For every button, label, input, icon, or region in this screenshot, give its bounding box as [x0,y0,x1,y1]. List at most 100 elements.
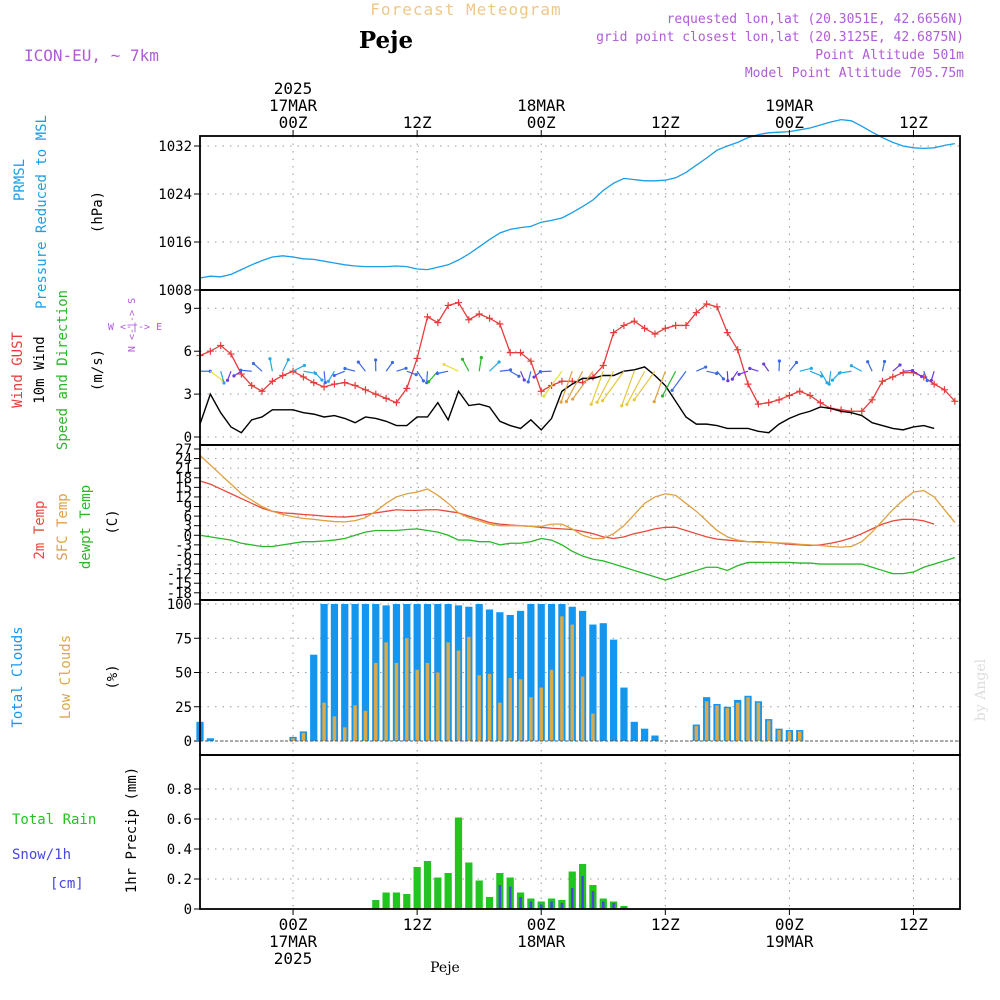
low-cloud-bar [322,702,326,741]
snow-bar [571,888,574,909]
temp2m-series [199,480,935,547]
snow-bar [529,901,533,909]
low-cloud-bar [384,642,388,741]
wind-arrow-head [794,360,799,365]
wind-direction-arrow [282,359,289,372]
rain-bar [444,873,452,909]
gust-marker [951,397,959,405]
low-cloud-bar [746,697,750,741]
wind-arrow-head [532,375,536,379]
wind-direction-arrow [327,370,335,382]
wind-direction-arrow [344,367,356,372]
wind-direction-arrow [788,362,797,372]
wind-direction-arrow [406,370,417,376]
gust-marker [775,396,783,404]
direction-label: Speed and Direction [55,290,71,450]
pressure-series [199,118,955,279]
top-time-label: 12Z [651,113,680,132]
total-cloud-bar [651,735,659,741]
compass-we: W <-|-> E [108,322,162,333]
precip-ytick-label: 0.6 [167,812,192,828]
wind-arrow-head [704,365,708,369]
wind-arrow-head [508,368,513,372]
gust-marker [465,316,473,324]
low-cloud-bar [394,662,399,741]
wind-arrow-head [670,388,674,392]
low-cloud-bar [797,731,802,741]
total-cloud-bar [330,604,339,741]
gust-marker [765,399,773,407]
gust-marker [455,299,463,307]
wind-arrow-head [571,397,575,401]
wind-direction-arrow [443,363,459,372]
wind-arrow-head [414,373,418,377]
wind-direction-arrow [209,370,224,382]
bottom-time-label: 12Z [403,915,432,934]
precip-ytick-label: 0.4 [167,842,192,858]
temp-ytick-label: -3 [175,538,192,554]
wind-arrow-head [910,368,914,373]
prmsl-label: PRMSL [12,159,28,201]
low-cloud-bar [725,708,730,741]
wind-arrow-head [320,378,324,382]
cloud-ytick-label: 50 [175,666,192,682]
low-cloud-bar [291,738,295,741]
pres-frame [199,135,961,291]
temp-ytick-label: 24 [175,452,192,468]
wind-direction-arrow [220,371,225,384]
low-cloud-bar [735,702,740,741]
wind-arrow-head [837,371,841,375]
wind-arrow-head [404,366,408,370]
wind-direction-arrow [478,357,482,372]
total-cloud-bar [609,639,618,741]
gust-marker [258,387,266,395]
wind-label: 10m Wind [32,336,48,403]
wind-arrow-head [652,400,656,404]
temp-ytick-label: 27 [175,442,192,458]
precip-ytick-label: 0.2 [167,872,192,888]
compass-ns: N <-|-> S [127,298,138,352]
gust-marker [423,313,431,321]
pres-ytick-label: 1016 [158,235,192,251]
wind-arrow-head [251,361,256,366]
wind-direction-arrow [706,370,717,375]
precip-labels: Total Rain Snow/1h [cm] 1hr Precip (mm) [12,767,140,893]
wind-direction-arrow [292,364,305,372]
wind-arrow-head [232,374,236,378]
bottom-time-label: 2025 [274,949,313,968]
total-cloud-bar [320,604,328,741]
low-cloud-bar [529,697,533,741]
low-cloud-bar [787,731,792,741]
gust-marker [361,386,369,394]
wind-direction-arrow [671,370,687,391]
wind-arrow-head [730,377,734,381]
top-time-label: 18MAR [517,96,566,115]
wind-direction-arrow [543,370,563,397]
wind-direction-arrow [653,371,666,402]
snow-bar [550,901,553,909]
wind-direction-arrow [240,369,252,372]
cloud-ytick-label: 0 [184,734,192,750]
gust-marker [682,321,690,329]
pres-ytick-label: 1008 [158,283,192,299]
rain-bar [465,862,473,909]
gust-marker [413,354,421,362]
gust-marker [703,300,711,308]
gust-marker [816,399,824,407]
low-cloud-bar [405,638,409,741]
wind-arrow-head [777,359,782,363]
wind-direction-arrow [851,365,863,372]
low-cloud-bar [580,676,585,741]
temp-ytick-label: 9 [184,500,192,516]
bottom-time-label: 18MAR [517,932,566,951]
wind-direction-arrow [626,370,646,405]
precip-unit: 1hr Precip (mm) [124,767,140,893]
gust-label: Wind GUST [10,332,26,408]
total-cloud-bar [516,610,525,741]
cloud-ytick-label: 75 [175,631,192,647]
wind-arrow-head [589,402,593,406]
total-cloud-bar [351,604,359,741]
wind-arrow-head [920,374,924,379]
